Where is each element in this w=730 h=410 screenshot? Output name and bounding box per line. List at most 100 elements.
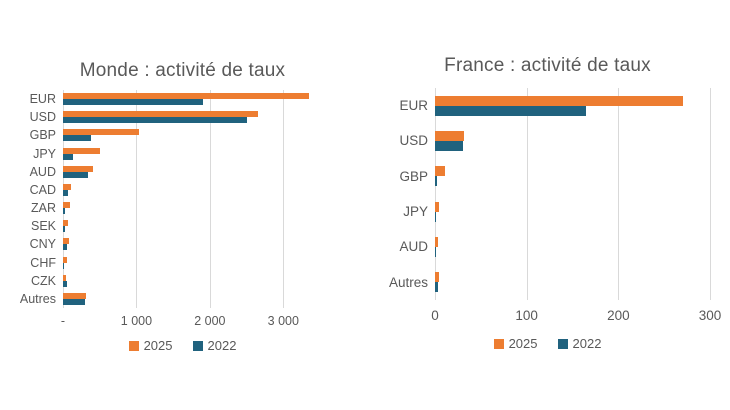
bar-2022-autres <box>63 298 86 305</box>
bar-2025-zar <box>63 202 70 209</box>
category-label-usd: USD <box>399 133 428 149</box>
category-row-eur: EUR <box>399 88 710 123</box>
bar-2025-aud <box>63 165 94 172</box>
bar-2025-aud <box>435 236 438 247</box>
x-tick-2000: 2 000 <box>194 314 226 328</box>
bar-2022-gbp <box>435 176 437 187</box>
bar-2025-chf <box>63 256 68 263</box>
category-label-sek: SEK <box>30 219 56 234</box>
monde-chart-title: Monde : activité de taux <box>79 60 286 81</box>
bar-2022-aud <box>435 246 436 257</box>
category-label-autres: Autres <box>388 274 428 290</box>
category-row-usd: USD <box>30 108 320 126</box>
category-label-zar: ZAR <box>31 201 56 216</box>
bar-2022-chf <box>63 262 65 269</box>
france-x-axis: 0 100 200 300 <box>431 308 721 324</box>
legend-swatch-2022 <box>192 340 203 351</box>
bar-2025-czk <box>63 274 66 281</box>
category-label-jpy: JPY <box>33 146 56 161</box>
bar-2025-autres <box>63 292 86 299</box>
category-label-cny: CNY <box>29 237 56 252</box>
x-tick-0: - <box>60 314 66 328</box>
bar-2022-jpy <box>435 211 436 222</box>
bar-2022-cad <box>63 189 69 196</box>
category-label-chf: CHF <box>30 255 56 270</box>
x-tick-200: 200 <box>607 308 630 323</box>
category-label-aud: AUD <box>399 239 428 255</box>
category-label-aud: AUD <box>29 164 56 179</box>
gridline-1000 <box>136 90 138 308</box>
legend-label-2022: 2022 <box>572 336 602 351</box>
legend-swatch-2025 <box>128 340 139 351</box>
legend-item-2022: 2022 <box>192 338 237 353</box>
bar-2025-autres <box>435 272 439 283</box>
gridline-100 <box>526 88 528 300</box>
bar-2025-usd <box>435 130 465 141</box>
bar-2025-gbp <box>435 166 446 177</box>
bar-2022-gbp <box>63 135 91 142</box>
category-label-eur: EUR <box>29 92 56 107</box>
category-label-jpy: JPY <box>403 204 428 220</box>
bar-2022-sek <box>63 226 65 233</box>
bar-2025-jpy <box>435 201 439 212</box>
gridline-3000 <box>283 90 285 308</box>
france-rates-chart: France : activité de taux EUR USD GBP JPY AU… <box>365 50 730 365</box>
legend-swatch-2025 <box>493 338 504 349</box>
category-row-chf: CHF <box>30 254 320 272</box>
gridline-0 <box>435 88 436 300</box>
category-row-czk: CZK <box>31 272 320 290</box>
bar-2025-gbp <box>63 129 139 136</box>
bar-2022-eur <box>435 105 587 116</box>
legend-item-2025: 2025 <box>128 338 173 353</box>
monde-legend: 2025 2022 <box>0 338 365 353</box>
legend-label-2025: 2025 <box>143 338 173 353</box>
bar-2025-jpy <box>63 147 100 154</box>
bar-2022-usd <box>63 117 247 124</box>
bar-2022-usd <box>435 140 463 151</box>
bar-2025-sek <box>63 220 69 227</box>
monde-x-axis: - 1 000 2 000 3 000 <box>60 314 320 330</box>
x-tick-100: 100 <box>515 308 538 323</box>
france-chart-title: France : activité de taux <box>444 55 651 76</box>
category-row-sek: SEK <box>31 217 320 235</box>
bar-2025-usd <box>63 111 258 118</box>
legend-item-2025: 2025 <box>493 336 538 351</box>
category-row-cny: CNY <box>30 235 320 253</box>
category-row-gbp: GBP <box>30 126 320 144</box>
france-plot-area: EUR USD GBP JPY AUD Autres <box>389 88 711 300</box>
legend-label-2022: 2022 <box>207 338 237 353</box>
category-label-eur: EUR <box>399 98 428 114</box>
category-row-aud: AUD <box>30 163 320 181</box>
monde-rates-chart: Monde : activité de taux EUR USD GBP JPY AUD… <box>0 55 365 365</box>
gridline-200 <box>618 88 620 300</box>
legend-item-2022: 2022 <box>557 336 602 351</box>
category-row-usd: USD <box>399 123 710 158</box>
bar-2022-cny <box>63 244 68 251</box>
bar-2022-zar <box>63 208 66 215</box>
x-tick-3000: 3 000 <box>267 314 299 328</box>
category-row-gbp: GBP <box>399 159 710 194</box>
gridline-2000 <box>209 90 211 308</box>
category-row-jpy: JPY <box>33 145 320 163</box>
category-row-autres: Autres <box>389 265 710 300</box>
bar-2022-jpy <box>63 153 73 160</box>
gridline-0 <box>63 90 64 308</box>
category-row-cad: CAD <box>30 181 320 199</box>
category-label-usd: USD <box>29 110 56 125</box>
x-tick-0: 0 <box>431 308 439 323</box>
bar-2022-eur <box>63 99 203 106</box>
category-row-eur: EUR <box>30 90 320 108</box>
legend-swatch-2022 <box>557 338 568 349</box>
bar-2025-cny <box>63 238 69 245</box>
bar-2022-autres <box>435 282 438 293</box>
bar-2025-eur <box>63 93 309 100</box>
category-label-cad: CAD <box>29 182 56 197</box>
x-tick-1000: 1 000 <box>120 314 153 328</box>
legend-label-2025: 2025 <box>508 336 538 351</box>
category-row-zar: ZAR <box>31 199 320 217</box>
gridline-300 <box>710 88 711 300</box>
monde-plot-area: EUR USD GBP JPY AUD CAD ZAR SEK CNY CHF CZK Autres <box>20 90 320 308</box>
category-label-autres: Autres <box>19 291 56 306</box>
category-label-gbp: GBP <box>399 168 428 184</box>
category-row-jpy: JPY <box>403 194 710 229</box>
